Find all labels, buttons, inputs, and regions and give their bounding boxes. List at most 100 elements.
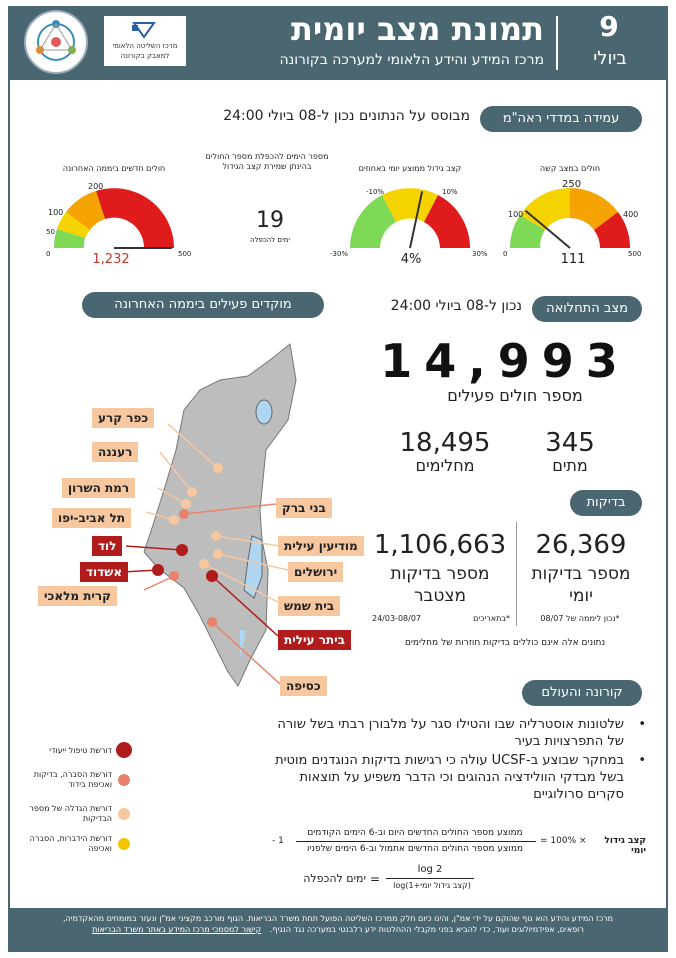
growth-formula-den: ממוצע מספר החולים החדשים אתמול וב-6 הימי… bbox=[306, 844, 524, 854]
world-bullet-1: • שלטונות אוסטרליה שבו והטילו סגר על מלב… bbox=[268, 716, 646, 750]
city-kiryat-malachi: קרית מלאכי bbox=[38, 586, 117, 606]
page-subtitle: מרכז המידע והידע הלאומי למערכה בקורונה bbox=[279, 52, 544, 68]
doubling-formula-label: ימים להכפלה bbox=[303, 872, 366, 885]
date-month: ביולי bbox=[593, 48, 627, 69]
gauge-severe-tick-250: 250 bbox=[562, 179, 582, 190]
gauge-new-tick-500: 500 bbox=[178, 250, 192, 258]
eilat-gulf bbox=[240, 630, 246, 660]
deaths-value: 345 bbox=[545, 428, 595, 458]
growth-formula-num: ממוצע מספר החולים החדשים היום וב-6 הימים… bbox=[307, 828, 523, 838]
gauge-new bbox=[53, 188, 174, 249]
city-lod: לוד bbox=[92, 536, 123, 556]
city-kseifa: כסיפה bbox=[280, 676, 327, 696]
info-center-logo bbox=[24, 10, 88, 74]
gauge-new-tick-100: 100 bbox=[48, 208, 64, 217]
dot-ashdod bbox=[152, 564, 164, 576]
gauge-severe-needle bbox=[524, 209, 571, 249]
total-tests-value: 1,106,663 bbox=[373, 530, 507, 560]
rahamim-pill: עמידה במדדי ראה"מ bbox=[480, 106, 642, 132]
gauge-growth bbox=[350, 188, 470, 249]
doubling-unit: ימים להכפלה bbox=[250, 236, 290, 244]
dot-kiryat-malachi bbox=[169, 571, 179, 581]
org-logo-box: מרכז השליטה הלאומי למאבק בקורונה bbox=[104, 16, 186, 66]
gauge-growth-tick-right: 30% bbox=[472, 250, 488, 258]
daily-tests-note: *נכון ליממה של 08/07 bbox=[540, 614, 620, 623]
hotspots-pill: מוקדים פעילים ביממה האחרונה bbox=[82, 292, 324, 318]
dot-bnei-brak bbox=[179, 509, 189, 519]
city-jerusalem: ירושלים bbox=[288, 562, 344, 582]
total-tests-label2: מצטבר bbox=[413, 586, 467, 606]
emblem-icon bbox=[132, 22, 156, 39]
doubling-formula-den: log(1+קצב גידול יומי) bbox=[393, 881, 471, 890]
world-bullet-2: • במחקר שבוצע ב-UCSF עולה כי רגישות בדיק… bbox=[268, 752, 646, 803]
doubling-formula-bar bbox=[386, 878, 474, 879]
city-beitar-illit: ביתר עילית bbox=[278, 630, 351, 650]
deaths-label: מתים bbox=[552, 456, 588, 475]
org-name-line1: מרכז השליטה הלאומי bbox=[112, 42, 178, 50]
footer-line-2: רופאים, אפידמיולוגים ועוד, כדי להביא בפנ… bbox=[18, 924, 658, 935]
gauge-growth-tick-m10: -10% bbox=[366, 188, 385, 196]
daily-tests-label2: יומי bbox=[569, 586, 593, 606]
rahamim-based-on: מבוסס על הנתונים נכון ל-08 ביולי 24:00 bbox=[223, 108, 470, 124]
tests-pill: בדיקות bbox=[570, 490, 642, 516]
status-pill: מצב התחלואה bbox=[532, 296, 642, 322]
gauge-severe-tick-100: 100 bbox=[508, 210, 524, 219]
dot-beitar-illit bbox=[206, 570, 218, 582]
legend-label-2: דורשת הגדלה של מספר הבדיקות bbox=[29, 804, 112, 823]
recovered-label: מחלימים bbox=[415, 456, 475, 475]
footer-line-2-text: רופאים, אפידמיולוגים ועוד, כדי להביא בפנ… bbox=[269, 925, 584, 934]
dot-kseifa bbox=[207, 617, 217, 627]
israel-map bbox=[121, 343, 297, 687]
city-kfar-kara: כפר קרע bbox=[92, 408, 155, 428]
doubling-value: 19 bbox=[256, 208, 284, 233]
bullet-dot: • bbox=[638, 753, 646, 768]
gauge-growth-tick-10: 10% bbox=[442, 188, 458, 196]
legend-dot-1 bbox=[118, 774, 130, 786]
total-tests-note2: 24/03-08/07 bbox=[372, 614, 421, 623]
daily-tests-value: 26,369 bbox=[535, 530, 627, 560]
dot-tel-aviv bbox=[169, 515, 179, 525]
total-tests-label1: מספר בדיקות bbox=[390, 564, 490, 584]
gauge-growth-needle bbox=[409, 191, 424, 249]
footer-line-1: מרכז המידע והידע הוא גוף שהוקם על ידי אמ… bbox=[63, 914, 613, 923]
active-cases-value: 14,993 bbox=[380, 334, 630, 388]
growth-formula-eq: = 100% × bbox=[540, 836, 587, 846]
footer: מרכז המידע והידע הוא גוף שהוקם על ידי אמ… bbox=[8, 908, 668, 952]
city-beit-shemesh: בית שמש bbox=[278, 596, 341, 616]
dot-modiin-illit bbox=[211, 531, 221, 541]
active-cases-label: מספר חולים פעילים bbox=[447, 386, 583, 405]
legend-label-0: דורשת טיפול ייעודי bbox=[49, 746, 112, 755]
growth-formula-label: קצב גידול יומי bbox=[604, 836, 646, 856]
gauge-severe-value: 111 bbox=[560, 252, 586, 267]
dot-ramat-hasharon bbox=[181, 499, 191, 509]
gauge-new-tick-0: 0 bbox=[46, 250, 51, 258]
dead-sea bbox=[243, 535, 263, 599]
world-bullet-1-text: שלטונות אוסטרליה שבו והטילו סגר על מלבור… bbox=[277, 717, 624, 749]
network-logo-icon bbox=[36, 20, 76, 61]
city-tel-aviv: תל אביב-יפו bbox=[52, 508, 132, 528]
legend-label-3: דורשת הידברות, הסברה ואכיפה bbox=[29, 834, 112, 853]
gauge-growth-value: 4% bbox=[400, 252, 422, 267]
world-bullet-2-text: במחקר שבוצע ב-UCSF עולה כי רגישות בדיקות… bbox=[275, 753, 624, 802]
gauge-growth-tick-left: -30% bbox=[330, 250, 349, 258]
footer-link[interactable]: קישור למסמכי מרכז המידע באתר משרד הבריאו… bbox=[92, 925, 262, 934]
legend-dot-3 bbox=[118, 838, 130, 850]
growth-formula-minus: - 1 bbox=[272, 836, 284, 846]
org-name-line2: למאבק בקורונה bbox=[120, 52, 170, 60]
doubling-formula-num: log 2 bbox=[417, 864, 443, 875]
growth-formula-bar bbox=[296, 841, 536, 842]
gauge-severe bbox=[510, 188, 630, 249]
kinneret-lake bbox=[255, 399, 273, 425]
city-bnei-brak: בני ברק bbox=[276, 498, 332, 518]
gauge-new-tick-200: 200 bbox=[88, 182, 104, 191]
city-ramat-hasharon: רמת השרון bbox=[62, 478, 136, 498]
bullet-dot: • bbox=[638, 717, 646, 732]
dot-beit-shemesh bbox=[199, 559, 209, 569]
gauge-severe-tick-0: 0 bbox=[503, 250, 508, 258]
gauge-growth-title: קצב גידול ממוצע יומי באחוזים bbox=[358, 164, 462, 173]
legend: דורשת טיפול ייעודי דורשת הסברה, בדיקות ו… bbox=[20, 740, 140, 870]
tests-divider bbox=[516, 522, 517, 626]
dot-jerusalem bbox=[213, 549, 223, 559]
header-bar: 9 ביולי תמונת מצב יומית מרכז המידע והידע… bbox=[8, 6, 668, 78]
gauge-new-title: חולים חדשים ביממה האחרונה bbox=[62, 164, 166, 173]
